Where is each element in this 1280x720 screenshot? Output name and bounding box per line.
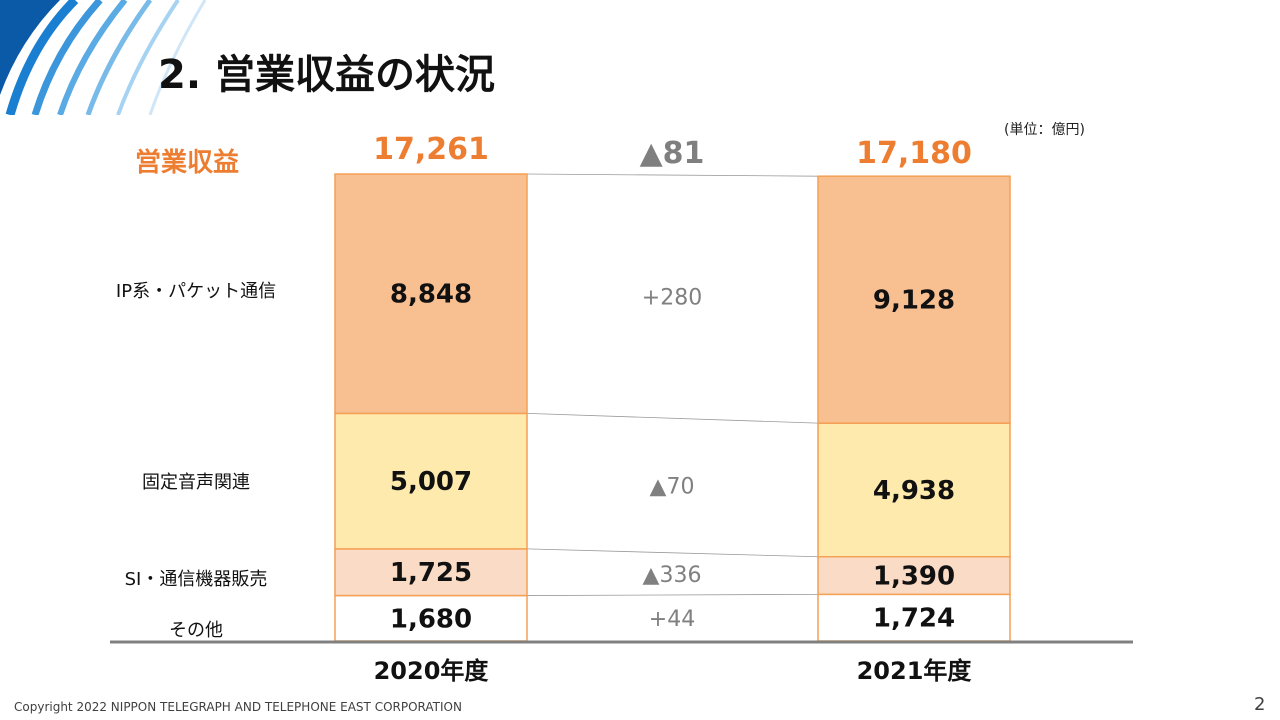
copyright-footer: Copyright 2022 NIPPON TELEGRAPH AND TELE… bbox=[14, 700, 462, 714]
total-value-2020: 17,261 bbox=[373, 132, 489, 167]
change-label-ip: +280 bbox=[642, 286, 702, 311]
change-label-si: ▲336 bbox=[643, 563, 702, 588]
data-label-voice-2021年度: 4,938 bbox=[873, 476, 955, 506]
total-revenue-label: 営業収益 bbox=[135, 148, 240, 178]
bar-ip-2021年度 bbox=[817, 175, 1011, 424]
corner-stripes-logo bbox=[0, 0, 210, 115]
data-label-ip-2021年度: 9,128 bbox=[873, 286, 955, 316]
x-tick-2021: 2021年度 bbox=[856, 657, 972, 685]
data-label-other-2021年度: 1,724 bbox=[873, 604, 955, 634]
data-label-si-2021年度: 1,390 bbox=[873, 562, 955, 592]
x-tick-2020: 2020年度 bbox=[373, 657, 489, 685]
bar-si-2021年度 bbox=[817, 556, 1011, 596]
bar-ip-2020年度 bbox=[334, 173, 528, 415]
unit-note: (単位：億円) bbox=[1004, 122, 1085, 138]
total-value-2021: 17,180 bbox=[856, 136, 972, 171]
data-label-si-2020年度: 1,725 bbox=[390, 558, 472, 588]
connector-line-voice bbox=[526, 413, 819, 424]
bar-voice-2021年度 bbox=[817, 422, 1011, 558]
category-label-other: その他 bbox=[169, 620, 223, 641]
bar-other-2021年度 bbox=[817, 593, 1011, 642]
connector-line-ip bbox=[526, 173, 819, 177]
page-title: 2. 営業収益の状況 bbox=[158, 52, 495, 98]
data-label-other-2020年度: 1,680 bbox=[390, 604, 472, 634]
change-label-other: +44 bbox=[649, 607, 695, 632]
data-label-voice-2020年度: 5,007 bbox=[390, 467, 472, 497]
connector-line-si bbox=[526, 548, 819, 558]
category-label-si: SI・通信機器販売 bbox=[124, 569, 268, 590]
data-label-ip-2020年度: 8,848 bbox=[390, 280, 472, 310]
change-label-voice: ▲70 bbox=[650, 475, 695, 500]
total-change: ▲81 bbox=[639, 136, 705, 171]
bar-voice-2020年度 bbox=[334, 412, 528, 550]
page-number: 2 bbox=[1254, 694, 1266, 715]
category-label-voice: 固定音声関連 bbox=[142, 472, 250, 493]
connector-line-other bbox=[526, 593, 819, 596]
bar-si-2020年度 bbox=[334, 548, 528, 597]
category-label-ip: IP系・パケット通信 bbox=[115, 281, 277, 302]
